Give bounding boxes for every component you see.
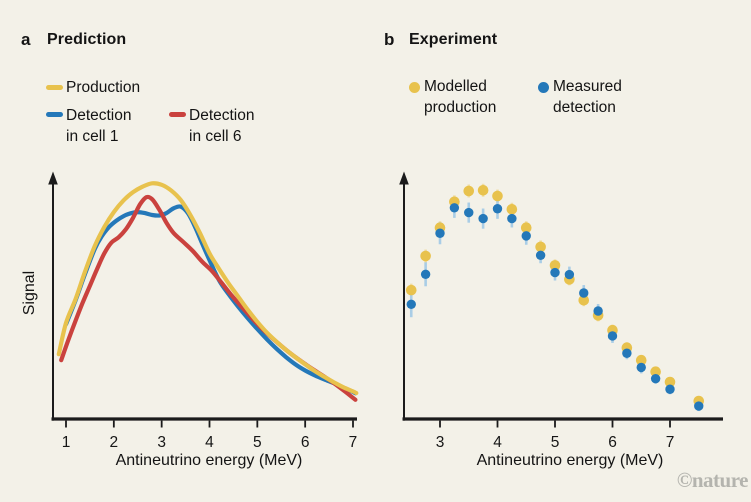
modelled-production-point	[405, 284, 417, 296]
detection-cell1-legend-swatch	[46, 112, 63, 117]
measured-detection-point	[420, 269, 431, 279]
measured-detection-point	[521, 231, 531, 241]
modelled-production-legend-swatch	[409, 82, 420, 93]
modelled-production-point	[463, 185, 475, 197]
y-axis-arrow-icon	[48, 171, 58, 185]
production-legend-swatch	[46, 85, 63, 90]
production-legend-label: Production	[66, 79, 141, 96]
measured-detection-point	[507, 213, 517, 224]
measured-detection-point	[593, 306, 603, 316]
x-tick-label: 5	[551, 434, 560, 451]
measured-detection-point	[492, 204, 503, 214]
measured-detection-point	[564, 269, 575, 280]
panel-a-title: Prediction	[47, 31, 127, 48]
measured-detection-point	[435, 228, 445, 238]
modelled-production-point	[506, 203, 518, 215]
x-tick-label: 7	[349, 434, 358, 451]
modelled-production-point	[635, 354, 647, 366]
production-curve	[56, 181, 359, 396]
detection-in-cell-1-curve	[63, 204, 358, 396]
modelled-production-point	[650, 366, 661, 378]
modelled-production-point	[535, 241, 546, 253]
x-tick-label: 4	[493, 434, 502, 451]
measured-detection-legend-swatch	[538, 82, 549, 93]
panel-b-x-axis-title: Antineutrino energy (MeV)	[476, 452, 664, 469]
measured-detection-point	[579, 288, 589, 298]
measured-detection-point	[694, 401, 704, 411]
x-tick-label: 6	[608, 434, 617, 451]
detection-cell6-legend-label: Detection in cell 6	[189, 107, 255, 145]
panel-b-plot: 3 4 5 6 7	[399, 171, 723, 451]
measured-detection-point	[535, 250, 546, 261]
modelled-production-point	[664, 376, 676, 388]
modelled-production-point	[549, 260, 561, 271]
panel-a-y-axis-title: Signal	[21, 270, 38, 316]
measured-detection-point	[550, 267, 560, 278]
x-tick-label: 2	[110, 434, 119, 451]
panel-a-plot: 1 2 3 4 5 6 7	[48, 171, 359, 451]
x-tick-label: 5	[253, 434, 262, 451]
x-tick-label: 1	[62, 434, 71, 451]
modelled-production-point	[520, 222, 532, 234]
measured-detection-point	[622, 348, 632, 358]
modelled-production-point	[477, 184, 489, 196]
nature-watermark: ©nature	[676, 468, 749, 492]
y-axis-arrow-icon	[399, 171, 409, 185]
panel-b-title: Experiment	[409, 31, 498, 48]
modelled-production-point	[420, 250, 431, 262]
panel-a-x-axis-title: Antineutrino energy (MeV)	[115, 452, 303, 469]
measured-detection-point	[636, 362, 646, 373]
measured-detection-point	[464, 207, 474, 218]
measured-detection-point	[478, 213, 488, 224]
measured-detection-point	[650, 373, 661, 384]
x-tick-label: 6	[301, 434, 310, 451]
measured-detection-point	[449, 203, 460, 213]
modelled-production-point	[578, 294, 590, 306]
measured-detection-point	[665, 384, 675, 394]
panel-b-letter: b	[384, 30, 395, 49]
measured-detection-point	[406, 299, 416, 309]
measured-detection-legend-label: Measured detection	[553, 78, 622, 116]
x-tick-label: 4	[205, 434, 214, 451]
modelled-production-point	[492, 190, 503, 202]
x-tick-label: 7	[666, 434, 675, 451]
x-tick-label: 3	[436, 434, 445, 451]
modelled-production-legend-label: Modelled production	[424, 78, 497, 116]
x-tick-label: 3	[157, 434, 166, 451]
detection-cell6-legend-swatch	[169, 112, 186, 117]
detection-cell1-legend-label: Detection in cell 1	[66, 107, 132, 145]
panel-a-letter: a	[21, 30, 31, 49]
measured-detection-point	[607, 331, 618, 341]
